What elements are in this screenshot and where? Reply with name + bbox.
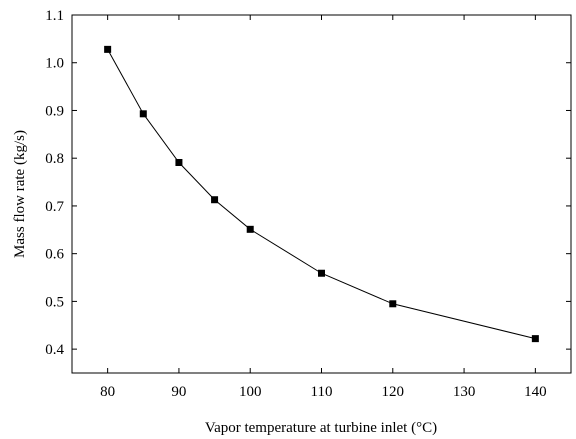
data-point xyxy=(389,300,397,308)
y-tick-label: 0.4 xyxy=(45,342,64,358)
data-point xyxy=(175,158,183,166)
y-tick-label: 0.7 xyxy=(45,199,64,215)
y-tick-label: 0.5 xyxy=(45,294,64,310)
data-point xyxy=(531,335,539,343)
x-tick-label: 120 xyxy=(382,384,405,400)
y-tick-label: 0.8 xyxy=(45,151,64,167)
y-axis-title: Mass flow rate (kg/s) xyxy=(12,130,28,258)
data-point xyxy=(246,225,254,233)
data-point xyxy=(139,110,147,118)
x-tick-label: 100 xyxy=(239,384,262,400)
data-point xyxy=(318,269,325,277)
x-axis-title: Vapor temperature at turbine inlet (°C) xyxy=(205,420,437,436)
x-tick-label: 130 xyxy=(453,384,476,400)
data-point xyxy=(104,45,112,53)
y-tick-label: 0.9 xyxy=(45,103,64,119)
x-tick-label: 80 xyxy=(100,384,115,400)
data-point xyxy=(211,196,219,204)
y-tick-label: 1.0 xyxy=(45,56,64,72)
x-tick-labels: 80 90 100 110 120 130 140 xyxy=(100,384,546,400)
y-tick-label: 1.1 xyxy=(45,8,64,24)
plot-frame xyxy=(71,14,572,374)
data-series xyxy=(104,45,539,343)
x-tick-label: 110 xyxy=(311,384,333,400)
axis-ticks xyxy=(72,14,571,373)
y-tick-labels: 0.4 0.5 0.6 0.7 0.8 0.9 1.0 1.1 xyxy=(45,8,64,358)
x-tick-label: 140 xyxy=(524,384,547,400)
x-tick-label: 90 xyxy=(171,384,186,400)
series-line xyxy=(107,49,536,340)
y-tick-label: 0.6 xyxy=(45,247,64,263)
